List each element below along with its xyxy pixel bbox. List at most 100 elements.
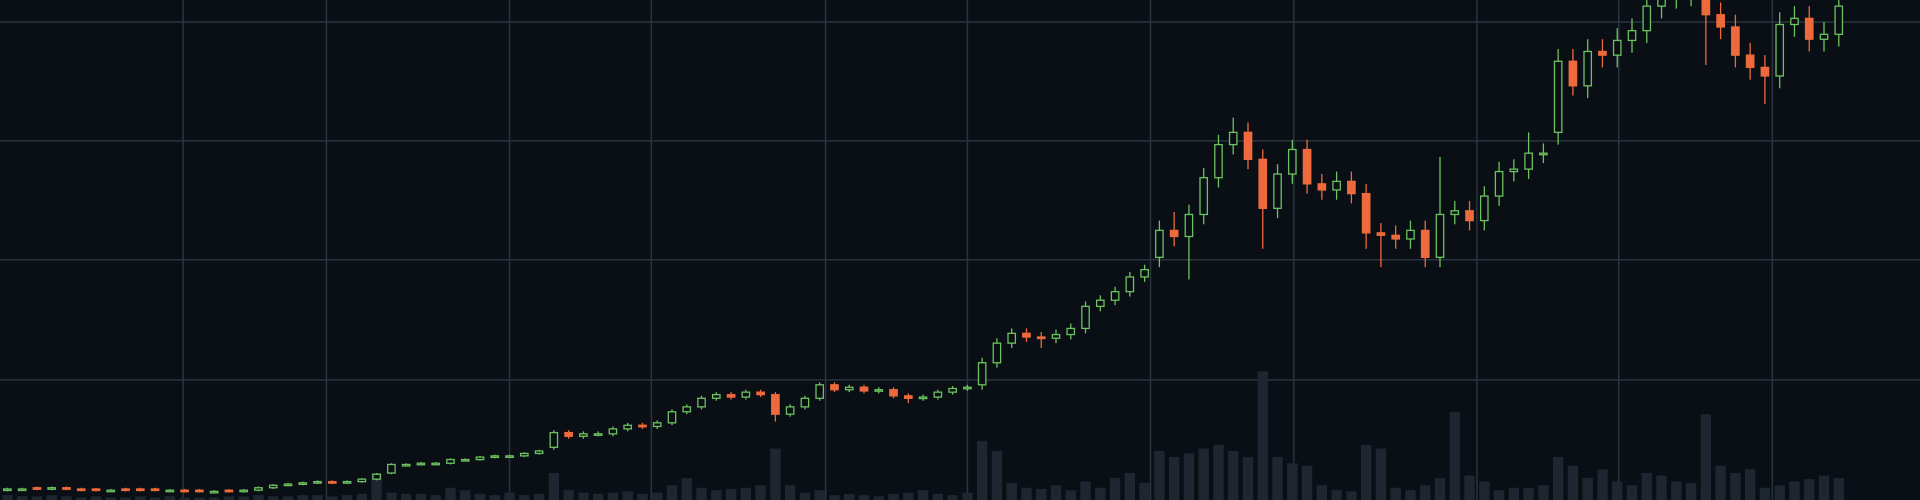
volume-bar <box>799 492 811 500</box>
candle-body <box>1302 148 1312 185</box>
candle-body <box>283 483 293 487</box>
candle-body <box>785 406 795 415</box>
candle-body <box>1273 173 1282 209</box>
volume-bar <box>1789 481 1800 500</box>
candle-body <box>815 384 825 399</box>
candle-body <box>1391 234 1401 240</box>
candle-body <box>933 391 943 398</box>
candle-body <box>638 424 647 428</box>
candle-body <box>1169 229 1179 238</box>
volume-bar <box>1804 479 1815 500</box>
candle-body <box>47 487 57 490</box>
volume-bar <box>1360 444 1372 500</box>
candle-body <box>342 480 352 484</box>
volume-bar <box>519 495 530 500</box>
candle-body <box>1716 14 1725 28</box>
candle-body <box>534 450 544 455</box>
candle-body <box>1435 213 1445 259</box>
candle-body <box>948 387 957 393</box>
candle-body <box>254 487 263 491</box>
volume-bar <box>76 497 87 500</box>
candle-body <box>387 463 396 474</box>
volume-bar <box>1198 448 1209 500</box>
candle-body <box>1258 158 1268 209</box>
volume-bar <box>135 496 146 500</box>
candle-body <box>963 386 972 390</box>
volume-bar <box>46 495 57 500</box>
volume-bar <box>16 496 28 500</box>
candle-body <box>711 393 721 399</box>
volume-bar <box>504 492 515 500</box>
candle-body <box>1406 229 1415 240</box>
volume-bar <box>1065 490 1076 500</box>
volume-bar <box>1523 487 1534 500</box>
candle-body <box>180 489 189 493</box>
candle-body <box>490 455 500 459</box>
candle-body <box>1731 26 1740 56</box>
candle-body <box>564 431 573 437</box>
candle-body <box>608 428 618 435</box>
volume-bar <box>1597 469 1608 500</box>
volume-bar <box>1479 481 1490 500</box>
volume-bar <box>1346 491 1357 500</box>
volume-bar <box>858 495 870 500</box>
volume-bar <box>1154 450 1165 500</box>
volume-bar <box>489 495 500 500</box>
candle-body <box>1583 50 1593 87</box>
candle-body <box>1081 305 1090 330</box>
candle-body <box>1775 23 1785 77</box>
volume-bar <box>1006 482 1017 500</box>
candle-body <box>1627 29 1637 42</box>
volume-bar <box>430 495 441 500</box>
candle-body <box>874 389 884 392</box>
candle-body <box>91 488 101 492</box>
volume-bar <box>1168 457 1180 500</box>
candle-body <box>1376 232 1386 236</box>
volume-bar <box>371 473 382 500</box>
candle-body <box>357 478 367 483</box>
volume-bar <box>1331 490 1342 500</box>
volume-bar <box>253 495 264 500</box>
candle-body <box>519 452 529 457</box>
volume-bar <box>1213 444 1224 500</box>
volume-bar <box>341 495 353 500</box>
candle-body <box>416 462 426 466</box>
volume-bar <box>312 495 323 500</box>
volume-bar <box>903 492 914 500</box>
volume-bar <box>1538 485 1549 500</box>
candle-body <box>1140 268 1149 278</box>
candle-body <box>1110 291 1120 301</box>
candle-body <box>756 391 765 396</box>
candle-body <box>224 489 234 493</box>
candle-body <box>1790 17 1799 26</box>
candle-body <box>652 422 662 428</box>
candle-body <box>889 389 898 397</box>
volume-bar <box>814 490 825 500</box>
candle-body <box>697 397 706 408</box>
volume-bar <box>1287 463 1298 500</box>
candle-body <box>3 488 12 492</box>
candle-body <box>372 473 381 480</box>
volume-bar <box>548 473 560 500</box>
volume-bar <box>947 495 958 500</box>
candle-body <box>62 487 71 490</box>
volume-bar <box>149 497 161 500</box>
volume-bar <box>1316 485 1328 500</box>
volume-bar <box>1508 487 1520 500</box>
candle-body <box>1155 229 1164 259</box>
volume-bar <box>1759 487 1771 500</box>
volume-bar <box>725 488 737 500</box>
volume-bar <box>696 487 707 500</box>
volume-bar <box>1567 465 1579 500</box>
volume-bar <box>194 497 205 500</box>
volume-bar <box>31 496 43 500</box>
volume-bar <box>105 497 116 500</box>
candle-body <box>1051 333 1061 339</box>
volume-bar <box>1021 487 1032 500</box>
volume-bar <box>1139 482 1150 500</box>
candle-body <box>1568 60 1578 87</box>
candle-body <box>726 393 736 398</box>
candle-body <box>1598 50 1607 56</box>
candle-body <box>1760 66 1770 77</box>
